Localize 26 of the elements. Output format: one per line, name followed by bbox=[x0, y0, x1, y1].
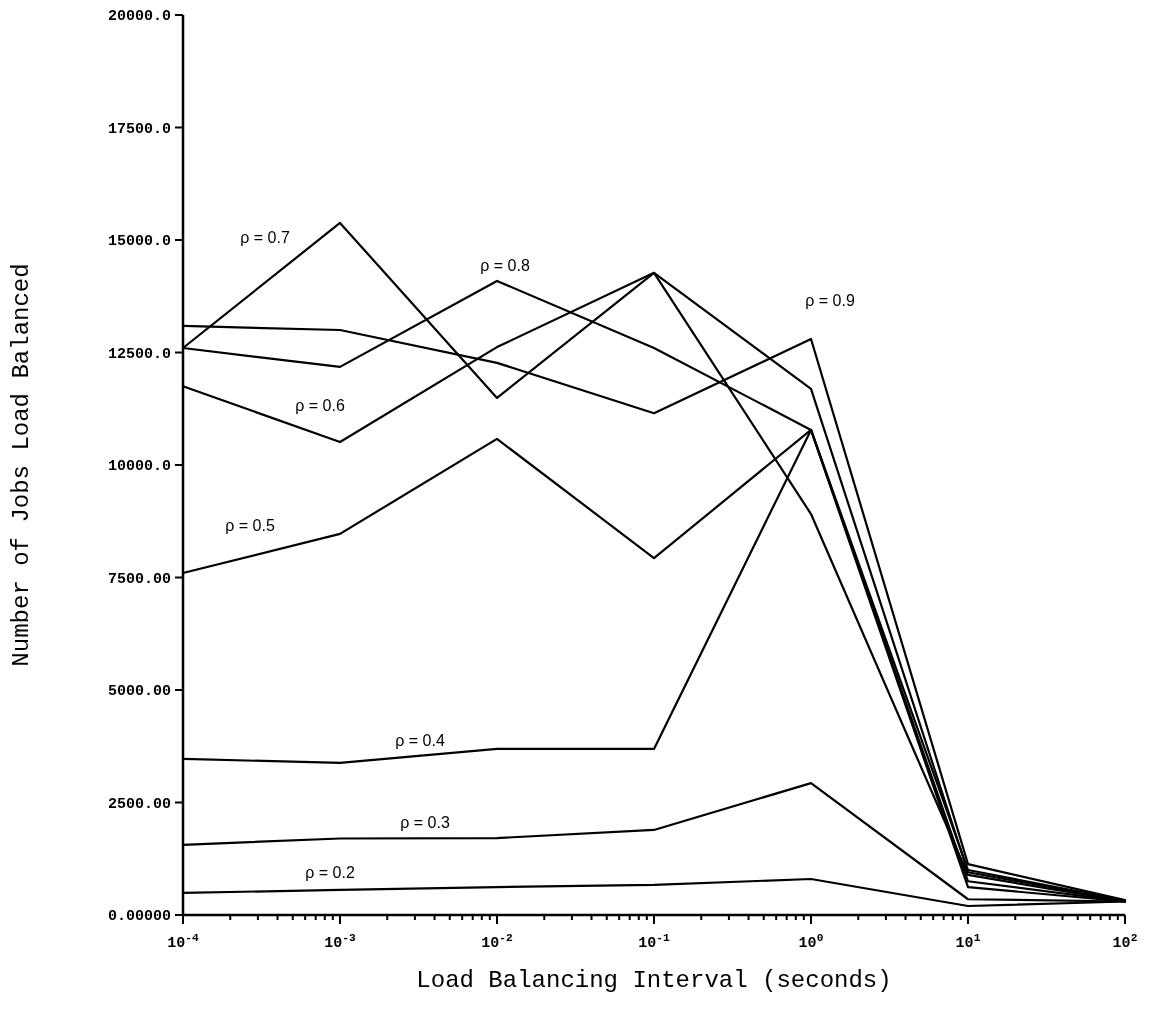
x-tick-label: 10$^{-1}$ bbox=[638, 932, 670, 952]
x-tick-label: 10$^{2}$ bbox=[1112, 932, 1138, 952]
y-tick-label: 15000.0 bbox=[107, 233, 171, 251]
series-label: ρ = 0.3 bbox=[400, 813, 450, 831]
x-tick-label: 10$^{-3}$ bbox=[324, 932, 356, 952]
y-tick-label: 20000.0 bbox=[107, 8, 171, 26]
x-tick-label: 10$^{1}$ bbox=[955, 932, 981, 952]
series-label: ρ = 0.2 bbox=[305, 863, 355, 881]
y-axis-title: Number of Jobs Load Balanced bbox=[8, 263, 35, 667]
series-label: ρ = 0.5 bbox=[225, 516, 275, 534]
series-label: ρ = 0.9 bbox=[805, 291, 855, 309]
x-tick-label: 10$^{0}$ bbox=[798, 932, 824, 952]
series-label: ρ = 0.6 bbox=[295, 396, 345, 414]
y-tick-label: 10000.0 bbox=[107, 458, 171, 476]
series-label: ρ = 0.4 bbox=[395, 731, 445, 749]
y-tick-label: 2500.00 bbox=[107, 795, 171, 813]
x-tick-label: 10$^{-4}$ bbox=[167, 932, 199, 952]
y-tick-label: 17500.0 bbox=[107, 120, 171, 138]
x-tick-label: 10$^{-2}$ bbox=[481, 932, 513, 952]
series-label: ρ = 0.8 bbox=[480, 256, 530, 274]
series-label: ρ = 0.7 bbox=[240, 228, 290, 246]
x-axis-title: Load Balancing Interval (seconds) bbox=[416, 967, 892, 994]
y-tick-label: 5000.00 bbox=[107, 683, 171, 701]
y-tick-label: 0.00000 bbox=[107, 908, 171, 926]
y-tick-label: 7500.00 bbox=[107, 570, 171, 588]
y-tick-label: 12500.0 bbox=[107, 345, 171, 363]
